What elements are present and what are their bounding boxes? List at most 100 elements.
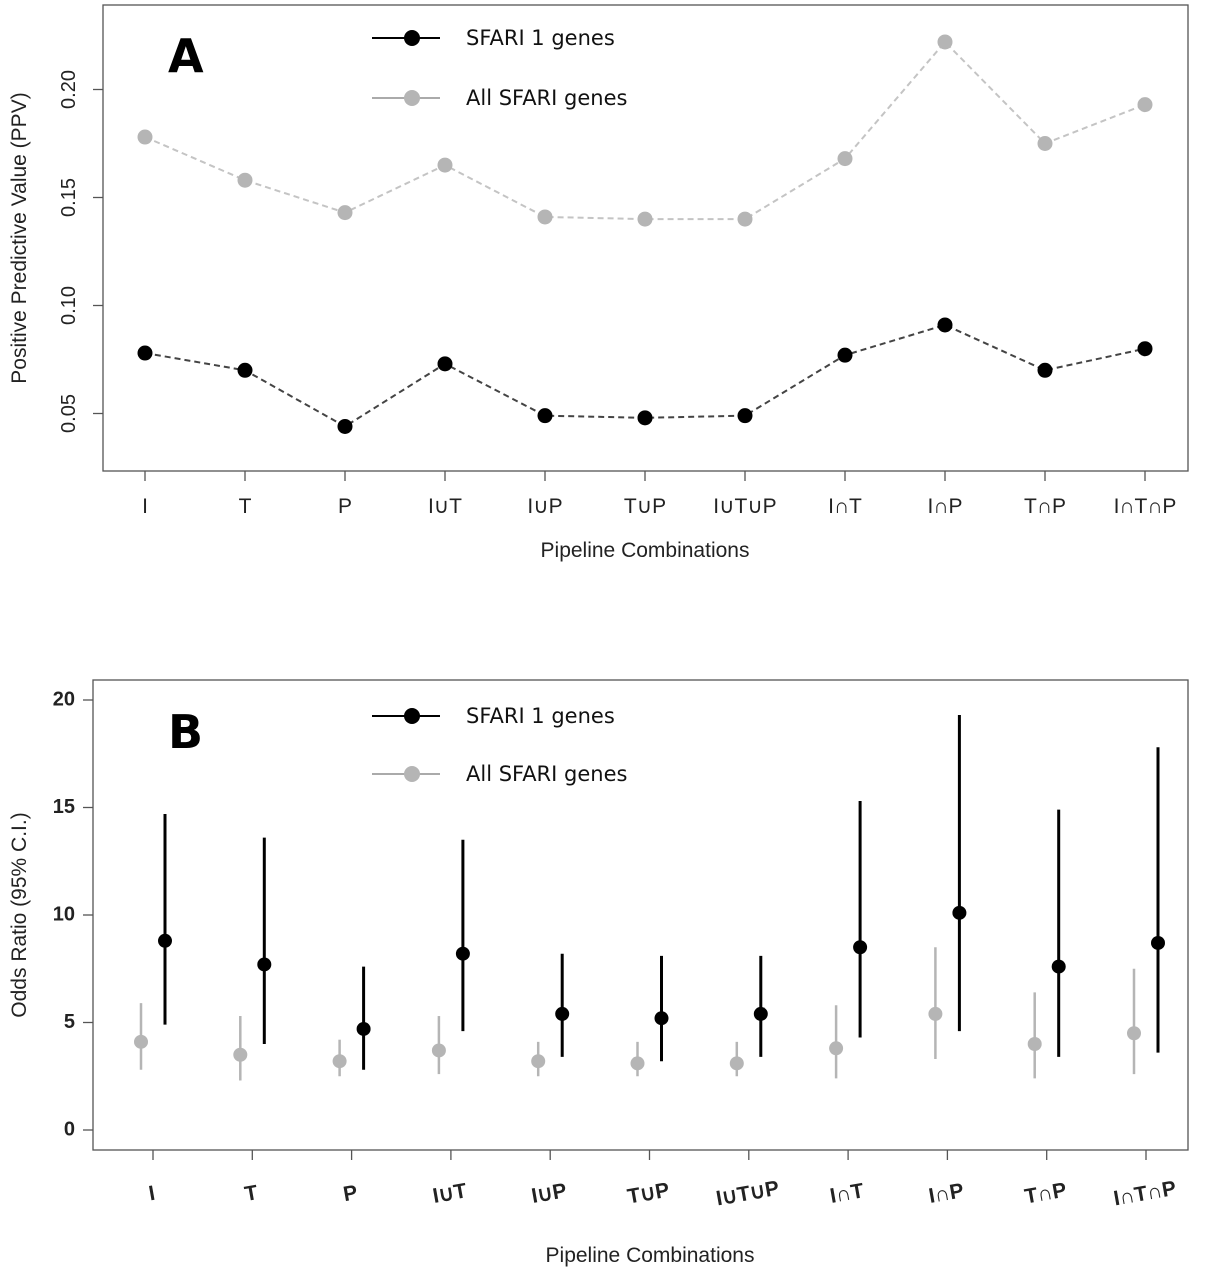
x-tick-label: I∩P [927, 1179, 965, 1208]
x-tick-label: P [342, 1181, 360, 1206]
series-0 [137, 317, 1153, 434]
data-point [332, 1054, 347, 1069]
data-point [237, 362, 253, 378]
x-tick-label: I∪T∪P [714, 1177, 780, 1211]
x-tick-label: T [243, 1181, 260, 1206]
legend-entry: SFARI 1 genes [372, 26, 615, 50]
x-tick-label: I∪T∪P [713, 495, 776, 518]
plot-frame [102, 4, 1189, 472]
y-axis-title: Positive Predictive Value (PPV) [8, 92, 31, 383]
data-point [637, 211, 653, 227]
x-tick-label: I∩T∩P [1114, 495, 1177, 518]
legend-marker [404, 90, 420, 106]
x-tick-label: I∩T∩P [1112, 1177, 1178, 1211]
data-point [937, 317, 953, 333]
series-line [144, 40, 1146, 221]
data-point [1027, 1037, 1042, 1051]
data-point [1037, 362, 1053, 378]
x-tick-label: P [338, 495, 352, 518]
data-point [630, 1056, 645, 1071]
data-point [137, 129, 153, 145]
y-axis-title: Odds Ratio (95% C.I.) [8, 812, 31, 1017]
data-point [537, 209, 553, 225]
legend-entry: SFARI 1 genes [372, 704, 615, 728]
x-tick-label: I∩P [928, 495, 963, 518]
x-axis-title: Pipeline Combinations [546, 1244, 755, 1267]
series-line [144, 323, 1146, 428]
data-point [233, 1047, 248, 1062]
x-axis-title: Pipeline Combinations [541, 539, 750, 562]
x-tick-label: I∩T [828, 495, 862, 518]
data-point [1127, 1026, 1141, 1041]
legend-label: All SFARI genes [466, 762, 627, 786]
legend-entry: All SFARI genes [372, 86, 627, 110]
panel-letter: A [168, 29, 204, 83]
y-tick-label: 15 [53, 796, 75, 818]
y-tick-label: 0.10 [58, 286, 80, 325]
y-tick-label: 0 [64, 1118, 75, 1140]
y-tick-label: 5 [64, 1011, 75, 1033]
data-point [853, 940, 868, 955]
data-point [134, 1034, 148, 1049]
y-tick-label: 0.05 [58, 394, 80, 433]
data-point [928, 1006, 943, 1021]
legend-marker [404, 766, 420, 782]
x-tick-label: I∪T [431, 1179, 469, 1208]
data-point [237, 172, 253, 188]
data-point [531, 1054, 546, 1069]
data-point [1151, 935, 1165, 950]
data-point [729, 1056, 744, 1071]
y-tick-label: 0.20 [58, 70, 80, 109]
x-tick-label: I [142, 495, 148, 518]
data-point [837, 151, 853, 167]
x-tick-label: T∩P [1024, 495, 1066, 518]
x-tick-label: I∪T [428, 495, 462, 518]
x-tick-label: T∩P [1023, 1179, 1068, 1209]
x-tick-label: I∪P [530, 1179, 569, 1208]
chart-panel-a: A 0.05 0.10 0.15 0.20 I T P I∪T I∪P T∪P I∪T∪P I∩T I∩P… [8, 4, 1189, 562]
legend-label: All SFARI genes [466, 86, 627, 110]
data-point [555, 1006, 570, 1021]
legend-label: SFARI 1 genes [466, 26, 615, 50]
x-tick-label: T [239, 495, 252, 518]
series-0 [158, 715, 1165, 1070]
data-point [1051, 959, 1066, 974]
data-point [337, 418, 353, 434]
data-point [158, 933, 172, 948]
legend-marker [404, 30, 420, 46]
data-point [437, 157, 453, 173]
data-point [431, 1043, 446, 1058]
data-point [1137, 97, 1153, 113]
y-tick-label: 0.15 [58, 178, 80, 217]
x-tick-label: T∪P [624, 495, 666, 518]
legend-entry: All SFARI genes [372, 762, 627, 786]
data-point [654, 1011, 669, 1026]
data-point [952, 905, 967, 920]
data-point [737, 408, 753, 424]
data-point [257, 957, 272, 972]
panel-letter: B [168, 705, 203, 759]
series-1 [137, 34, 1153, 227]
data-point [837, 347, 853, 363]
data-point [356, 1021, 371, 1036]
x-tick-label: I∩T [828, 1179, 865, 1208]
data-point [137, 345, 153, 361]
legend-label: SFARI 1 genes [466, 704, 615, 728]
y-tick-label: 10 [53, 903, 75, 925]
data-point [455, 946, 470, 961]
chart-panel-b: B 0 5 10 15 20 I T P I∪T I∪P T∪P I∪T∪P I∩T I∩P T∩P I∩T∩P… [8, 679, 1189, 1267]
data-point [537, 408, 553, 424]
x-tick-label: T∪P [626, 1179, 672, 1209]
x-tick-label: I [147, 1182, 157, 1206]
x-tick-label: I∪P [527, 495, 562, 518]
data-point [829, 1041, 844, 1056]
data-point [753, 1006, 768, 1021]
data-point [337, 205, 353, 221]
data-point [437, 356, 453, 372]
data-point [937, 34, 953, 50]
data-point [1137, 341, 1153, 357]
series-1 [134, 947, 1141, 1081]
legend-marker [404, 708, 420, 724]
data-point [737, 211, 753, 227]
